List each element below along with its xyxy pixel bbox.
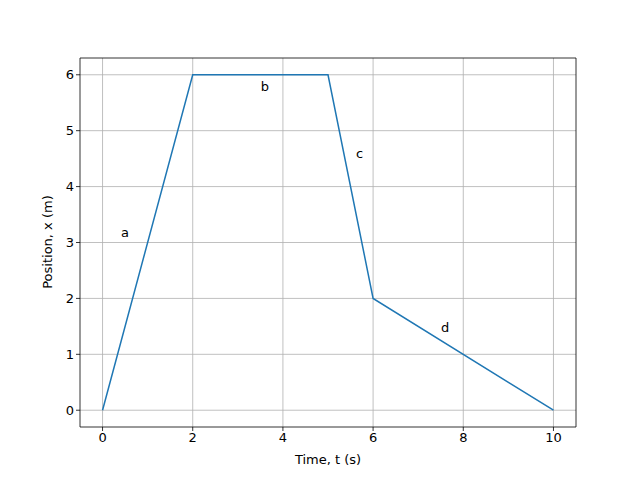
html-text:Position, x (m): Position, x (m)	[39, 195, 55, 289]
svg-text:d: d	[441, 320, 449, 335]
svg-text:2: 2	[66, 291, 74, 306]
svg-text:2: 2	[189, 430, 197, 445]
html-text:Time, t (s): Time, t (s)	[294, 452, 362, 467]
svg-text:4: 4	[66, 179, 74, 194]
svg-text:b: b	[261, 79, 269, 94]
svg-text:6: 6	[66, 67, 74, 82]
svg-text:0: 0	[98, 430, 106, 445]
svg-text:3: 3	[66, 235, 74, 250]
svg-text:a: a	[121, 225, 129, 240]
svg-text:c: c	[356, 146, 363, 161]
svg-text:1: 1	[66, 347, 74, 362]
svg-text:5: 5	[66, 123, 74, 138]
svg-text:0: 0	[66, 403, 74, 418]
svg-text:6: 6	[369, 430, 377, 445]
svg-text:8: 8	[459, 430, 467, 445]
svg-text:10: 10	[545, 430, 562, 445]
svg-text:4: 4	[279, 430, 287, 445]
